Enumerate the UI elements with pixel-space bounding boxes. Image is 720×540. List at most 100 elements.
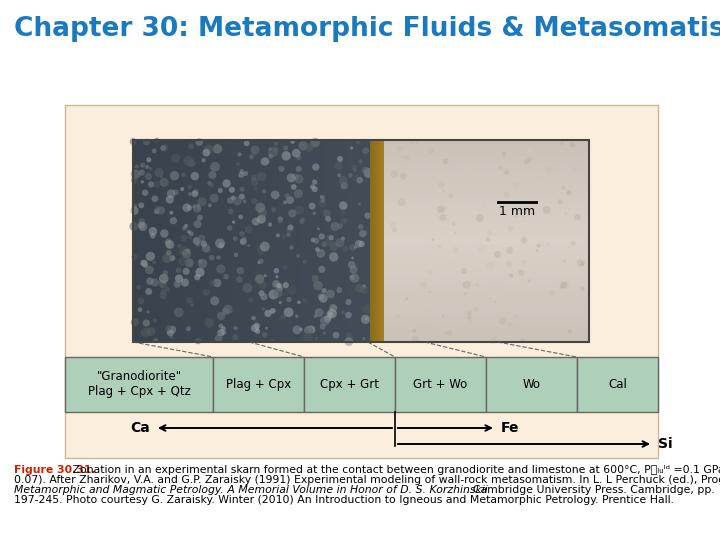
Circle shape	[233, 197, 242, 205]
Bar	[212, 140, 213, 342]
Bar	[384, 248, 589, 249]
Circle shape	[193, 237, 200, 245]
Bar	[356, 140, 357, 342]
Bar	[291, 140, 292, 342]
Circle shape	[151, 195, 158, 202]
Circle shape	[210, 183, 214, 187]
Circle shape	[132, 254, 138, 260]
Circle shape	[196, 243, 199, 247]
Circle shape	[349, 173, 353, 177]
Bar	[304, 140, 305, 342]
Circle shape	[271, 146, 279, 153]
Bar	[312, 140, 313, 342]
Bar	[148, 140, 149, 342]
Circle shape	[298, 141, 307, 151]
Bar	[384, 286, 589, 287]
Bar	[384, 294, 589, 295]
Circle shape	[538, 176, 544, 183]
Bar	[384, 223, 589, 224]
Circle shape	[233, 236, 238, 241]
Bar	[384, 316, 589, 317]
Bar	[266, 140, 267, 342]
Circle shape	[350, 274, 359, 283]
Circle shape	[245, 226, 253, 233]
Circle shape	[359, 159, 363, 164]
Bar	[65, 357, 213, 412]
Bar	[359, 140, 360, 342]
Bar	[221, 140, 222, 342]
Circle shape	[354, 246, 357, 248]
Circle shape	[215, 239, 225, 248]
Circle shape	[287, 232, 291, 237]
Circle shape	[217, 255, 220, 260]
Bar	[384, 320, 589, 321]
Circle shape	[239, 231, 244, 237]
Circle shape	[170, 217, 177, 224]
Bar	[299, 140, 300, 342]
Bar	[243, 140, 244, 342]
Bar	[311, 140, 312, 342]
Bar	[169, 140, 170, 342]
Bar	[179, 140, 180, 342]
Bar	[384, 300, 589, 301]
Bar	[384, 143, 589, 144]
Bar	[344, 140, 345, 342]
Bar	[384, 190, 589, 191]
Circle shape	[472, 268, 475, 272]
Bar	[220, 140, 221, 342]
Circle shape	[183, 156, 193, 166]
Circle shape	[310, 184, 315, 190]
Bar	[384, 206, 589, 207]
Circle shape	[361, 230, 368, 237]
Circle shape	[311, 238, 315, 242]
Bar	[384, 258, 589, 259]
Circle shape	[236, 162, 240, 166]
Circle shape	[315, 308, 323, 317]
Bar	[185, 140, 186, 342]
Circle shape	[150, 279, 159, 287]
Bar	[384, 250, 589, 251]
Bar	[207, 140, 208, 342]
Circle shape	[257, 172, 266, 181]
Circle shape	[305, 326, 312, 334]
Circle shape	[168, 243, 174, 249]
Bar	[384, 317, 589, 318]
Bar	[384, 220, 589, 221]
Bar	[384, 146, 589, 147]
Circle shape	[228, 208, 234, 214]
Circle shape	[192, 204, 196, 208]
Bar	[293, 140, 294, 342]
Circle shape	[300, 328, 302, 331]
Bar	[384, 331, 589, 332]
Circle shape	[329, 252, 338, 261]
Bar	[384, 277, 589, 278]
Circle shape	[317, 249, 325, 258]
Bar	[261, 140, 262, 342]
Bar	[384, 160, 589, 161]
Circle shape	[145, 266, 154, 274]
Circle shape	[174, 281, 181, 288]
Circle shape	[231, 195, 236, 200]
Circle shape	[202, 289, 210, 296]
Circle shape	[330, 222, 340, 231]
Bar	[133, 140, 134, 342]
Bar	[384, 339, 589, 340]
Circle shape	[233, 334, 238, 340]
Bar	[192, 140, 193, 342]
Circle shape	[342, 218, 347, 224]
Circle shape	[210, 162, 220, 172]
Bar	[165, 140, 166, 342]
Circle shape	[227, 197, 234, 204]
Bar	[384, 232, 589, 233]
Circle shape	[562, 282, 569, 289]
Bar	[219, 140, 220, 342]
Bar	[384, 205, 589, 206]
Circle shape	[282, 265, 288, 270]
Bar	[384, 298, 589, 299]
Bar	[143, 140, 144, 342]
Circle shape	[405, 155, 410, 160]
Bar	[381, 140, 382, 342]
Circle shape	[324, 315, 331, 323]
Circle shape	[452, 222, 455, 226]
Bar	[306, 140, 307, 342]
